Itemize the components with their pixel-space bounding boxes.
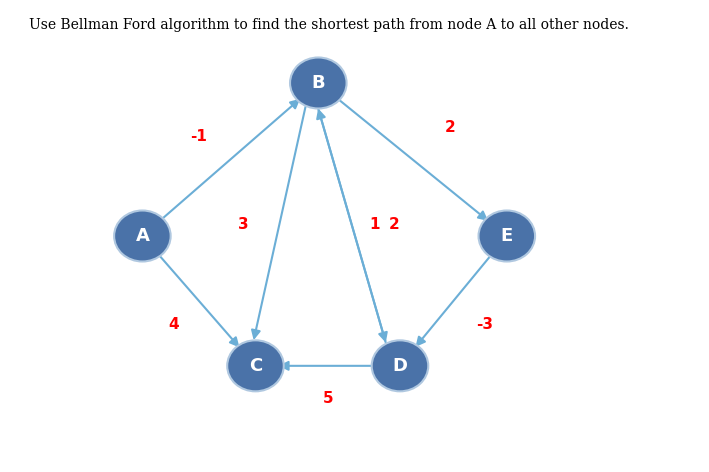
Text: 2: 2 (445, 119, 456, 135)
Ellipse shape (227, 340, 284, 391)
Text: 1: 1 (369, 217, 380, 232)
Text: E: E (501, 227, 513, 245)
Text: 2: 2 (389, 217, 399, 232)
Text: 3: 3 (238, 217, 248, 232)
Ellipse shape (290, 58, 347, 109)
Text: -1: -1 (191, 129, 207, 144)
Text: B: B (311, 74, 325, 92)
Ellipse shape (372, 340, 428, 391)
Text: C: C (249, 357, 262, 375)
Text: Use Bellman Ford algorithm to find the shortest path from node A to all other no: Use Bellman Ford algorithm to find the s… (29, 18, 629, 32)
Text: 5: 5 (323, 391, 333, 406)
Ellipse shape (114, 211, 171, 261)
Text: D: D (393, 357, 408, 375)
Ellipse shape (479, 211, 535, 261)
Text: -3: -3 (476, 317, 493, 332)
Text: 4: 4 (169, 317, 179, 332)
Text: A: A (135, 227, 150, 245)
